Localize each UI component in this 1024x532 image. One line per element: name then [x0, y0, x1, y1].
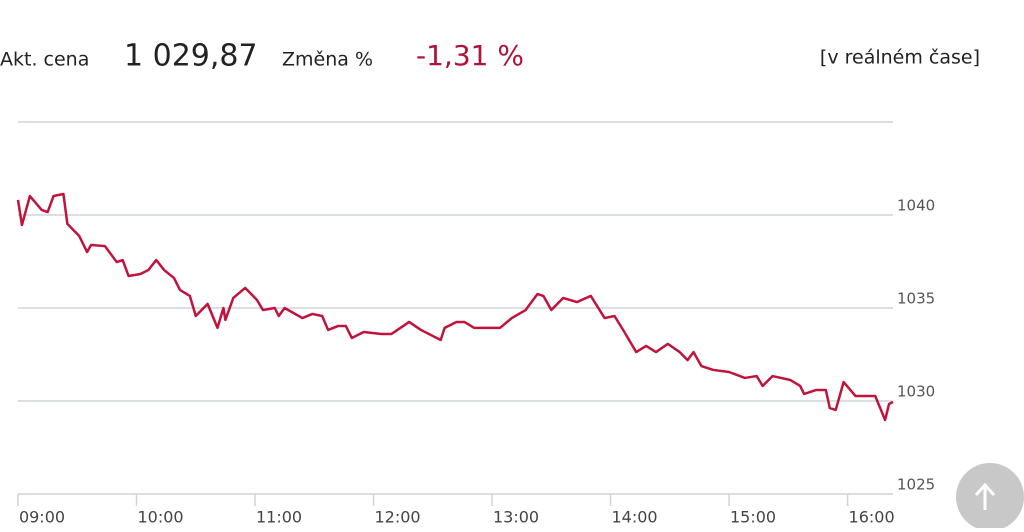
x-tick-label: 12:00	[374, 508, 420, 527]
y-tick-label: 1025	[897, 476, 935, 494]
x-tick-label: 13:00	[493, 508, 539, 527]
x-tick-label: 09:00	[19, 508, 65, 527]
x-tick-label: 10:00	[137, 508, 183, 527]
scroll-top-button[interactable]	[956, 463, 1024, 531]
x-tick-label: 11:00	[256, 508, 302, 527]
change: -1,31 %	[416, 39, 524, 72]
price: 1 029,87	[124, 39, 258, 74]
button-circle[interactable]	[956, 463, 1024, 531]
realtime-status: [v reálném čase]	[820, 47, 980, 69]
change-label: Změna %	[282, 49, 373, 71]
arrow-icon[interactable]	[974, 482, 996, 510]
x-tick-label: 15:00	[730, 508, 776, 527]
x-tick-label: 16:00	[849, 508, 895, 527]
price-line	[16, 192, 894, 422]
y-tick-label: 1035	[897, 290, 935, 308]
price-label: Akt. cena	[0, 49, 89, 71]
y-tick-label: 1040	[897, 197, 935, 215]
x-tick-label: 14:00	[611, 508, 657, 527]
y-tick-label: 1030	[897, 383, 935, 401]
